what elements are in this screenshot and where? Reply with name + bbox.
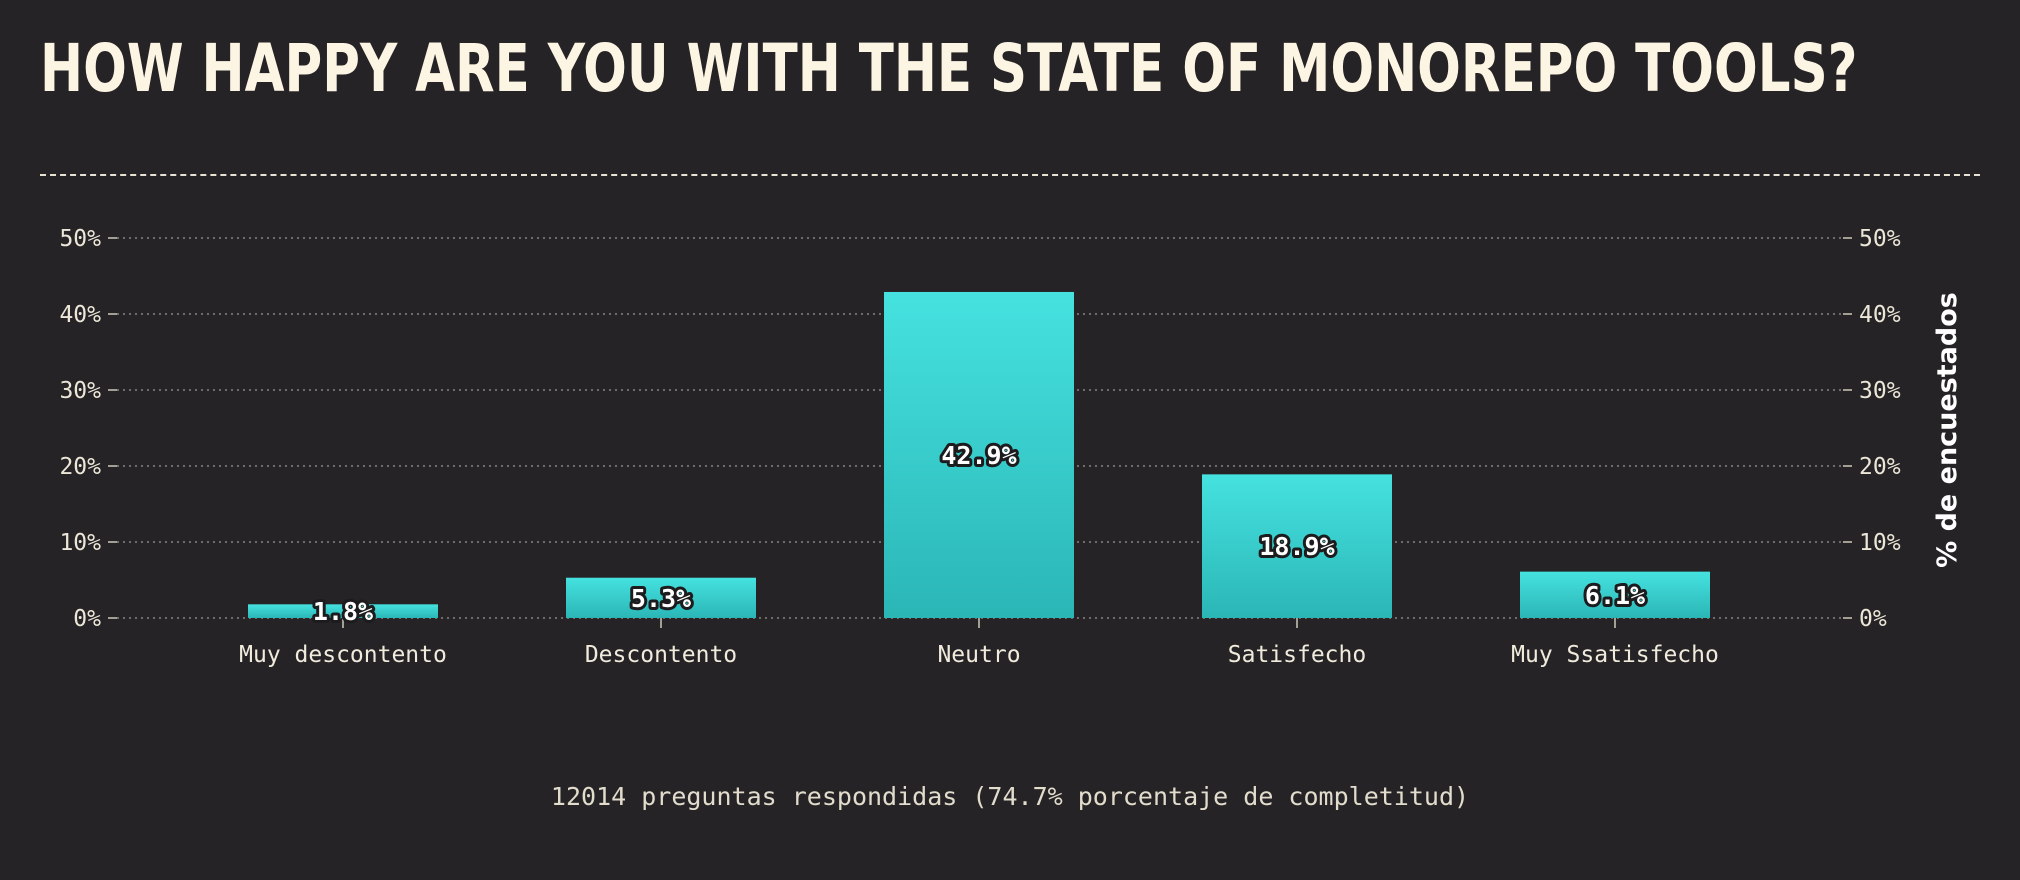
y-tick-label: 20% [1859, 454, 1901, 480]
bar [566, 577, 756, 618]
x-axis-categories: Muy descontento Descontento Neutro Satisfec… [239, 618, 1719, 668]
y-tick-label: 20% [59, 454, 101, 480]
x-category-label: Muy Ssatisfecho [1511, 642, 1719, 668]
y-tick-label: 0% [73, 606, 101, 632]
y-tick-label: 30% [1859, 378, 1901, 404]
bar-value-label: 42.9% [941, 441, 1016, 470]
bar-value-label: 18.9% [1259, 532, 1334, 561]
y-tick-label: 50% [1859, 226, 1901, 252]
bar [1520, 571, 1710, 618]
title-divider [40, 174, 1980, 176]
bar [884, 291, 1074, 618]
left-y-axis: 0% 10% 20% 30% 40% 50% [59, 226, 117, 632]
y-axis-label: % de encuestados [1932, 292, 1963, 568]
y-tick-label: 40% [59, 302, 101, 328]
y-tick-label: 50% [59, 226, 101, 252]
chart-title: HOW HAPPY ARE YOU WITH THE STATE OF MONO… [40, 30, 1858, 107]
x-category-label: Neutro [937, 642, 1020, 668]
x-category-label: Muy descontento [239, 642, 447, 668]
x-category-label: Satisfecho [1228, 642, 1366, 668]
bar [1202, 474, 1392, 618]
bars [248, 291, 1710, 618]
bar-value-labels: 1.8% 5.3% 42.9% 18.9% 6.1% [310, 438, 1648, 629]
bar-chart: 0% 10% 20% 30% 40% 50% 0% 10% 20% 30% 40% 50% Muy … [59, 226, 1963, 668]
y-tick-label: 10% [1859, 530, 1901, 556]
x-category-label: Descontento [585, 642, 737, 668]
bar-value-label: 6.1% [1585, 581, 1645, 610]
bar [248, 604, 438, 618]
y-tick-label: 40% [1859, 302, 1901, 328]
y-tick-label: 0% [1859, 606, 1887, 632]
bar-value-label: 1.8% [313, 597, 373, 626]
y-tick-label: 30% [59, 378, 101, 404]
bar-value-label: 5.3% [631, 584, 691, 613]
right-y-axis: 0% 10% 20% 30% 40% 50% [1843, 226, 1901, 632]
footer-note: 12014 preguntas respondidas (74.7% porce… [550, 782, 1470, 811]
y-tick-label: 10% [59, 530, 101, 556]
